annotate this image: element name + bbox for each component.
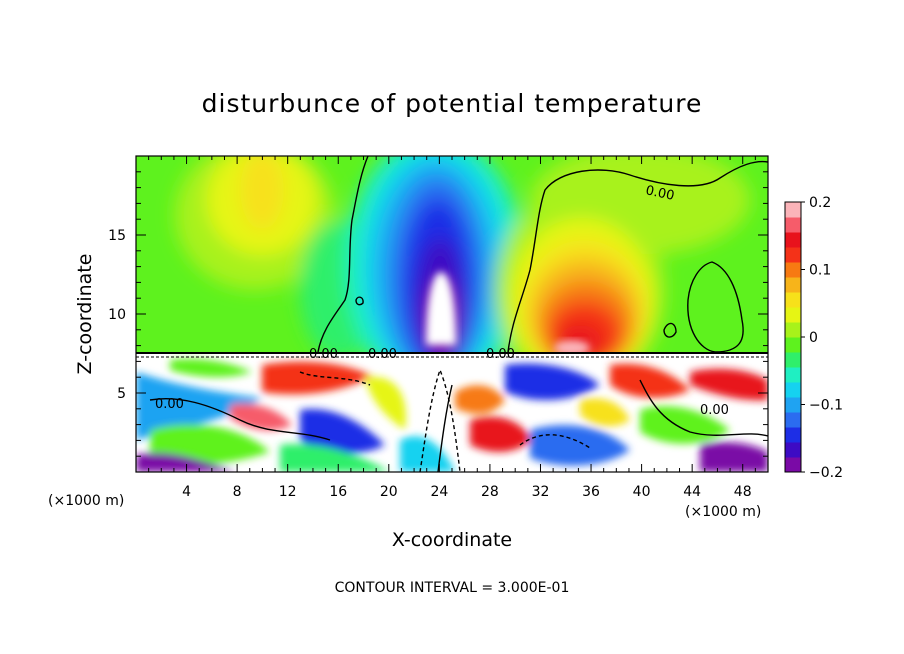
swirl-2 bbox=[150, 424, 270, 465]
contour-label-low-left: 0.00 bbox=[155, 397, 184, 412]
swirl-10 bbox=[470, 416, 532, 452]
swirl-8 bbox=[400, 436, 455, 472]
x-tick-label: 36 bbox=[582, 484, 600, 500]
swirl-11 bbox=[505, 363, 600, 401]
colorbar-swatch bbox=[785, 262, 801, 278]
contour-label-mid-2: 0.00 bbox=[368, 347, 397, 362]
swirl-18 bbox=[170, 358, 252, 378]
swirl-4 bbox=[262, 361, 372, 395]
x-tick-label: 12 bbox=[279, 484, 297, 500]
colorbar-swatch bbox=[785, 457, 801, 473]
lower-contour-4 bbox=[639, 379, 768, 437]
swirl-17 bbox=[700, 442, 768, 472]
swirl-9 bbox=[455, 385, 505, 414]
colorbar-tick-label: 0 bbox=[809, 330, 818, 346]
x-tick-label: 24 bbox=[430, 484, 448, 500]
y-tick-label: 10 bbox=[108, 307, 126, 323]
colorbar-tick-label: 0.1 bbox=[809, 263, 831, 279]
colorbar: 0.2 0.1 0 −0.1 −0.2 bbox=[784, 195, 843, 481]
zero-contour-small bbox=[663, 322, 677, 338]
colorbar-swatch bbox=[785, 307, 801, 323]
x-tick-label: 40 bbox=[633, 484, 651, 500]
colorbar-swatch bbox=[785, 442, 801, 458]
x-tick-label: 32 bbox=[532, 484, 550, 500]
swirl-1 bbox=[136, 372, 262, 440]
colorbar-swatch bbox=[785, 352, 801, 368]
swirl-13 bbox=[580, 398, 630, 427]
colorbar-swatch bbox=[785, 397, 801, 413]
zero-contour-cell-left bbox=[355, 296, 364, 306]
colorbar-tick-label: −0.2 bbox=[809, 465, 843, 481]
y-ticks: 5 10 15 bbox=[108, 171, 768, 457]
swirl-19 bbox=[230, 403, 292, 431]
colorbar-swatch bbox=[785, 367, 801, 383]
lower-contour-2 bbox=[419, 367, 461, 472]
colorbar-tick-label: 0.2 bbox=[809, 195, 831, 211]
y-axis-label: Z-coordinate bbox=[74, 254, 96, 375]
swirl-7 bbox=[365, 377, 406, 430]
swirl-3 bbox=[136, 452, 236, 472]
chart-title: disturbunce of potential temperature bbox=[202, 89, 703, 118]
colorbar-ticks: 0.2 0.1 0 −0.1 −0.2 bbox=[801, 195, 843, 481]
y-tick-label: 15 bbox=[108, 228, 126, 244]
swirl-14 bbox=[610, 363, 690, 398]
plot-area: 0.00 0.00 0.00 0.00 0.00 0.00 bbox=[136, 156, 768, 472]
contour-label-mid-3: 0.00 bbox=[486, 347, 515, 362]
x-tick-label: 8 bbox=[233, 484, 242, 500]
swirl-6 bbox=[280, 444, 390, 472]
colorbar-swatch bbox=[785, 427, 801, 443]
contour-label-low-right: 0.00 bbox=[700, 403, 729, 418]
contours bbox=[149, 156, 768, 472]
x-tick-label: 28 bbox=[481, 484, 499, 500]
colorbar-swatch bbox=[785, 322, 801, 338]
x-unit-left: (×1000 m) bbox=[48, 493, 124, 509]
colorbar-swatch bbox=[785, 202, 801, 218]
colorbar-swatch bbox=[785, 337, 801, 353]
colorbar-swatch bbox=[785, 292, 801, 308]
y-tick-label: 5 bbox=[117, 386, 126, 402]
colorbar-swatches bbox=[785, 202, 801, 473]
swirl-5 bbox=[300, 409, 385, 454]
zero-contour-left bbox=[317, 156, 369, 353]
lower-contour-1 bbox=[149, 398, 331, 441]
lower-swirls bbox=[136, 358, 768, 472]
x-tick-label: 16 bbox=[329, 484, 347, 500]
x-unit-right: (×1000 m) bbox=[685, 504, 761, 520]
lower-contour-6 bbox=[519, 434, 591, 449]
colorbar-swatch bbox=[785, 232, 801, 248]
zero-contour-cell-right bbox=[687, 261, 744, 353]
contour-labels: 0.00 0.00 0.00 0.00 0.00 0.00 bbox=[155, 183, 729, 418]
lower-contour-5 bbox=[299, 371, 371, 386]
zero-contour-right bbox=[507, 160, 768, 353]
x-tick-label: 20 bbox=[380, 484, 398, 500]
colorbar-swatch bbox=[785, 247, 801, 263]
contour-label-top: 0.00 bbox=[644, 183, 675, 204]
colorbar-swatch bbox=[785, 412, 801, 428]
lower-contour-3 bbox=[437, 384, 453, 472]
warm-peak-left bbox=[240, 156, 284, 230]
x-tick-label: 44 bbox=[683, 484, 701, 500]
cold-white-core bbox=[426, 272, 456, 345]
x-axis-label: X-coordinate bbox=[392, 529, 512, 551]
x-ticks: 4 8 12 16 20 24 28 32 36 40 44 48 bbox=[148, 156, 756, 500]
contour-label-mid-1: 0.00 bbox=[309, 347, 338, 362]
x-tick-label: 48 bbox=[734, 484, 752, 500]
colorbar-swatch bbox=[785, 382, 801, 398]
swirl-16 bbox=[690, 368, 768, 401]
contour-interval: CONTOUR INTERVAL = 3.000E-01 bbox=[335, 580, 570, 596]
colorbar-swatch bbox=[785, 217, 801, 233]
colorbar-tick-label: −0.1 bbox=[809, 398, 843, 414]
colorbar-swatch bbox=[785, 277, 801, 293]
x-tick-label: 4 bbox=[182, 484, 191, 500]
